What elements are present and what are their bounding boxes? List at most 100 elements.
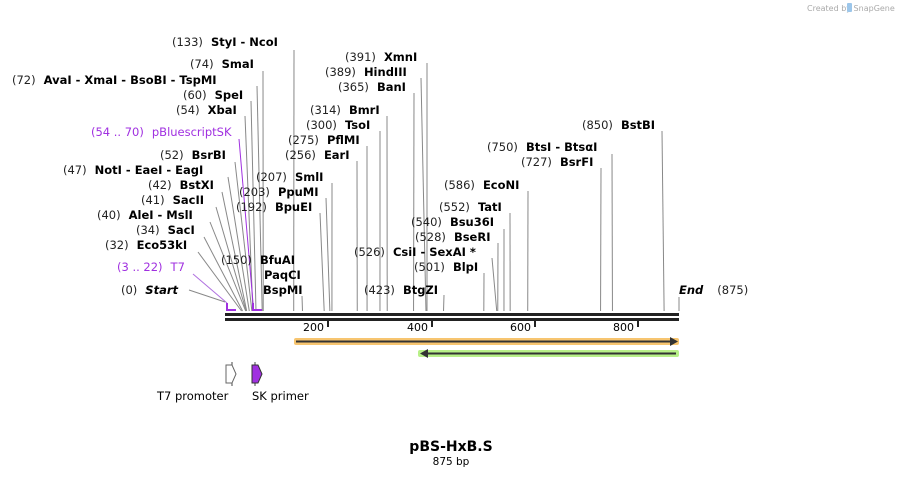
site-position: (54)	[176, 103, 200, 117]
tick-label: 600	[510, 321, 531, 334]
site-name: BsrBI	[192, 148, 226, 162]
site-name: EarI	[324, 148, 350, 162]
site-position: (0)	[121, 283, 137, 297]
restriction-site-label[interactable]: (391) XmnI	[345, 50, 417, 64]
restriction-site-label[interactable]: (207) SmlI	[256, 170, 323, 184]
site-name: BmrI	[349, 103, 380, 117]
restriction-site-label[interactable]: (72) AvaI - XmaI - BsoBI - TspMI	[12, 73, 217, 87]
site-name: BtsI - BtsαI	[526, 140, 597, 154]
backbone-bottom-strand	[225, 318, 679, 321]
restriction-site-label[interactable]: (60) SpeI	[183, 88, 243, 102]
site-position: (47)	[63, 163, 87, 177]
restriction-site-label[interactable]: (850) BstBI	[582, 118, 655, 132]
restriction-site-label[interactable]: (40) AleI - MslI	[97, 208, 193, 222]
site-name: pBluescriptSK	[152, 125, 232, 139]
site-name: SacII	[173, 193, 204, 207]
site-name: Start	[145, 283, 178, 297]
restriction-site-label[interactable]: (133) StyI - NcoI	[172, 35, 278, 49]
site-position: (133)	[172, 35, 203, 49]
restriction-site-label[interactable]: (540) Bsu36I	[411, 215, 494, 229]
restriction-site-label[interactable]: (365) BanI	[338, 80, 406, 94]
site-name: CsiI - SexAI *	[393, 245, 476, 259]
restriction-site-label-bspmi[interactable]: BspMI	[263, 283, 303, 297]
site-position: (32)	[105, 238, 129, 252]
site-connector-line	[238, 138, 254, 304]
feature-label-pbluescriptsk[interactable]: (54 .. 70) pBluescriptSK	[91, 125, 232, 139]
end-label[interactable]: End (875)	[679, 283, 748, 297]
site-name: TatI	[478, 200, 502, 214]
site-connector-line	[325, 197, 331, 312]
restriction-site-label[interactable]: (32) Eco53kI	[105, 238, 187, 252]
site-position: (40)	[97, 208, 121, 222]
restriction-site-label[interactable]: (256) EarI	[285, 148, 350, 162]
orange-forward-arrow[interactable]	[294, 337, 679, 346]
restriction-site-label[interactable]: (300) TsoI	[306, 118, 370, 132]
site-name: PaqCI	[264, 268, 301, 282]
restriction-site-label[interactable]: (34) SacI	[136, 223, 195, 237]
sk-primer-icon	[251, 364, 263, 384]
restriction-site-label-paqci[interactable]: PaqCI	[264, 268, 301, 282]
site-connector-line	[192, 273, 228, 304]
site-position: (3 .. 22)	[117, 260, 163, 274]
site-labels: (133) StyI - NcoI (74) SmaI (72) AvaI - XmaI …	[12, 35, 748, 297]
restriction-site-label[interactable]: (528) BseRI	[415, 230, 490, 244]
site-name: StyI - NcoI	[211, 35, 278, 49]
site-name: BspMI	[263, 283, 303, 297]
site-position: (192)	[236, 200, 267, 214]
site-position: (501)	[414, 260, 445, 274]
site-name: BtgZI	[403, 283, 438, 297]
snapgene-logo-icon	[847, 3, 852, 12]
restriction-site-label[interactable]: (203) PpuMI	[239, 185, 319, 199]
restriction-site-label[interactable]: (423) BtgZI	[364, 283, 438, 297]
site-name: SpeI	[215, 88, 244, 102]
tick-label: 400	[407, 321, 428, 334]
site-position: (72)	[12, 73, 36, 87]
site-connector-line	[420, 77, 427, 312]
restriction-site-label[interactable]: (750) BtsI - BtsαI	[487, 140, 597, 154]
site-name: PflMI	[327, 133, 360, 147]
restriction-site-label[interactable]: (52) BsrBI	[160, 148, 226, 162]
site-position: (850)	[582, 118, 613, 132]
legend-t7-promoter: T7 promoter	[156, 362, 237, 403]
restriction-site-label[interactable]: (314) BmrI	[310, 103, 380, 117]
restriction-site-label[interactable]: (501) BlpI	[414, 260, 478, 274]
site-position: (74)	[190, 57, 214, 71]
site-connector-line	[221, 191, 248, 312]
restriction-site-label[interactable]: (275) PflMI	[288, 133, 360, 147]
site-name: BstXI	[180, 178, 214, 192]
tick-label: 800	[613, 321, 634, 334]
site-connector-line	[661, 130, 665, 312]
site-connector-line	[209, 221, 247, 312]
legend-sk-primer: SK primer	[251, 362, 309, 403]
site-position: (256)	[285, 148, 316, 162]
site-position: (727)	[521, 155, 552, 169]
restriction-site-label[interactable]: (54) XbaI	[176, 103, 237, 117]
map-title: pBS-HxB.S	[409, 439, 492, 455]
restriction-site-label[interactable]: (42) BstXI	[148, 178, 214, 192]
restriction-site-label[interactable]: (389) HindIII	[325, 65, 407, 79]
restriction-site-label-bfuai[interactable]: (150) BfuAI	[221, 253, 295, 267]
backbone-top-strand	[225, 313, 679, 316]
site-position: (552)	[439, 200, 470, 214]
restriction-site-label[interactable]: (192) BpuEI	[236, 200, 312, 214]
site-name: TsoI	[345, 118, 370, 132]
site-connector-line	[234, 161, 253, 312]
restriction-site-label[interactable]: (727) BsrFI	[521, 155, 593, 169]
start-label[interactable]: (0) Start	[121, 283, 179, 297]
site-connector-line	[215, 206, 247, 312]
restriction-site-label[interactable]: (74) SmaI	[190, 57, 254, 71]
restriction-site-label[interactable]: (47) NotI - EaeI - EagI	[63, 163, 203, 177]
site-position: (52)	[160, 148, 184, 162]
restriction-site-label[interactable]: (552) TatI	[439, 200, 502, 214]
feature-label-t7[interactable]: (3 .. 22) T7	[117, 260, 185, 274]
site-position: (60)	[183, 88, 207, 102]
restriction-site-label[interactable]: (586) EcoNI	[444, 178, 519, 192]
site-name: BsrFI	[560, 155, 593, 169]
restriction-site-label[interactable]: (526) CsiI - SexAI *	[354, 245, 476, 259]
restriction-site-label[interactable]: (41) SacII	[141, 193, 204, 207]
site-name: AleI - MslI	[129, 208, 193, 222]
site-position: (540)	[411, 215, 442, 229]
green-reverse-arrow[interactable]	[418, 349, 679, 358]
site-position: (42)	[148, 178, 172, 192]
